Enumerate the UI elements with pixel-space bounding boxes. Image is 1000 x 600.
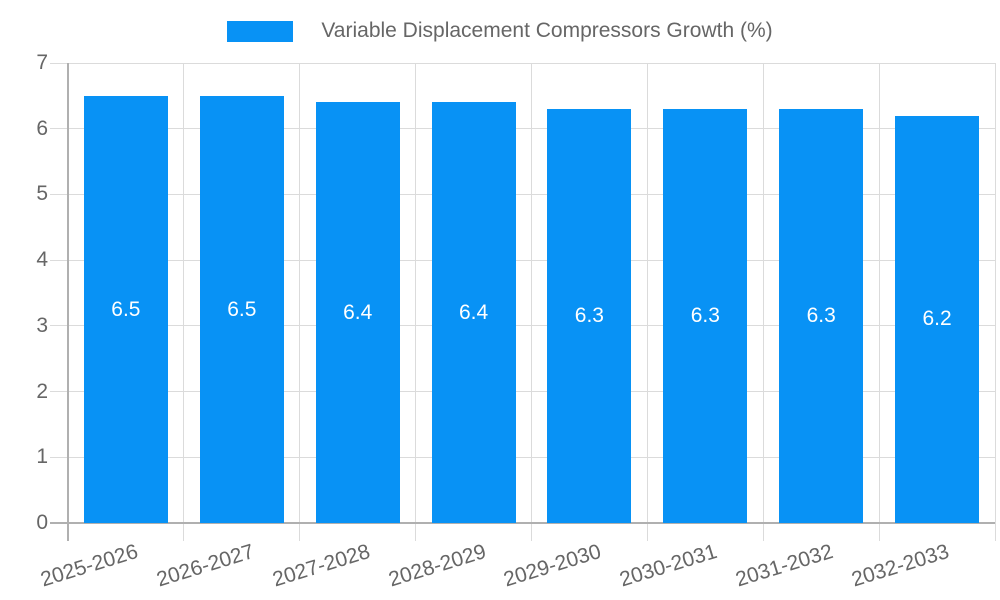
x-axis-labels: 2025-2026 2026-2027 2027-2028 2028-2029 2029…	[38, 525, 995, 600]
bar: 6.3	[663, 109, 748, 523]
v-gridline	[994, 63, 996, 541]
x-tick-label: 2029-2030	[501, 540, 605, 592]
h-gridline	[50, 391, 995, 393]
y-axis-labels: 0 1 2 3 4 5 6 7	[0, 51, 48, 534]
x-axis-line	[50, 522, 995, 524]
bar: 6.3	[779, 109, 864, 523]
h-gridline	[50, 259, 995, 261]
y-tick-label: 5	[36, 182, 48, 206]
y-tick-label: 1	[36, 445, 48, 469]
y-tick-label: 4	[36, 248, 48, 272]
bar: 6.2	[895, 115, 980, 523]
y-tick-label: 0	[36, 511, 48, 534]
h-gridline	[50, 193, 995, 195]
bar-value-label: 6.5	[111, 297, 141, 321]
h-gridline	[50, 62, 995, 64]
y-tick-label: 7	[36, 51, 48, 74]
v-gridline	[299, 63, 301, 541]
x-tick-label: 2030-2031	[617, 540, 721, 592]
chart-legend: Variable Displacement Compressors Growth…	[0, 18, 1000, 44]
h-gridline	[50, 128, 995, 130]
bar: 6.3	[547, 109, 632, 523]
bar-value-label: 6.3	[806, 304, 836, 327]
h-gridline	[50, 325, 995, 327]
plot-area: 6.5 6.5 6.4 6.4 6.3 6.3 6.3 6.2	[50, 62, 996, 541]
bar: 6.4	[315, 102, 400, 523]
v-gridline	[183, 63, 185, 541]
bar: 6.5	[83, 95, 168, 523]
bar-value-label: 6.3	[690, 304, 720, 327]
y-tick-label: 2	[36, 379, 48, 403]
legend-label: Variable Displacement Compressors Growth…	[321, 19, 773, 42]
v-gridline	[878, 63, 880, 541]
x-tick-label: 2032-2033	[849, 540, 952, 592]
bar-value-label: 6.5	[227, 297, 257, 321]
v-gridline	[531, 63, 532, 541]
legend-swatch	[227, 20, 294, 42]
y-tick-label: 6	[36, 116, 48, 140]
y-tick-label: 3	[36, 313, 48, 337]
x-tick-label: 2027-2028	[269, 540, 373, 592]
h-gridline	[50, 456, 995, 458]
bar-value-label: 6.3	[574, 304, 604, 327]
x-tick-label: 2028-2029	[385, 540, 489, 592]
bar-value-label: 6.4	[343, 300, 373, 324]
x-tick-label: 2031-2032	[733, 540, 836, 592]
y-axis-line	[67, 63, 69, 541]
bar: 6.4	[431, 102, 516, 523]
v-gridline	[415, 63, 417, 541]
bar: 6.5	[199, 95, 284, 523]
bar-value-label: 6.4	[458, 300, 489, 324]
x-tick-label: 2026-2027	[153, 540, 257, 592]
v-gridline	[646, 63, 648, 541]
x-tick-label: 2025-2026	[37, 540, 141, 592]
bar-value-label: 6.2	[922, 307, 952, 331]
v-gridline	[762, 63, 764, 541]
